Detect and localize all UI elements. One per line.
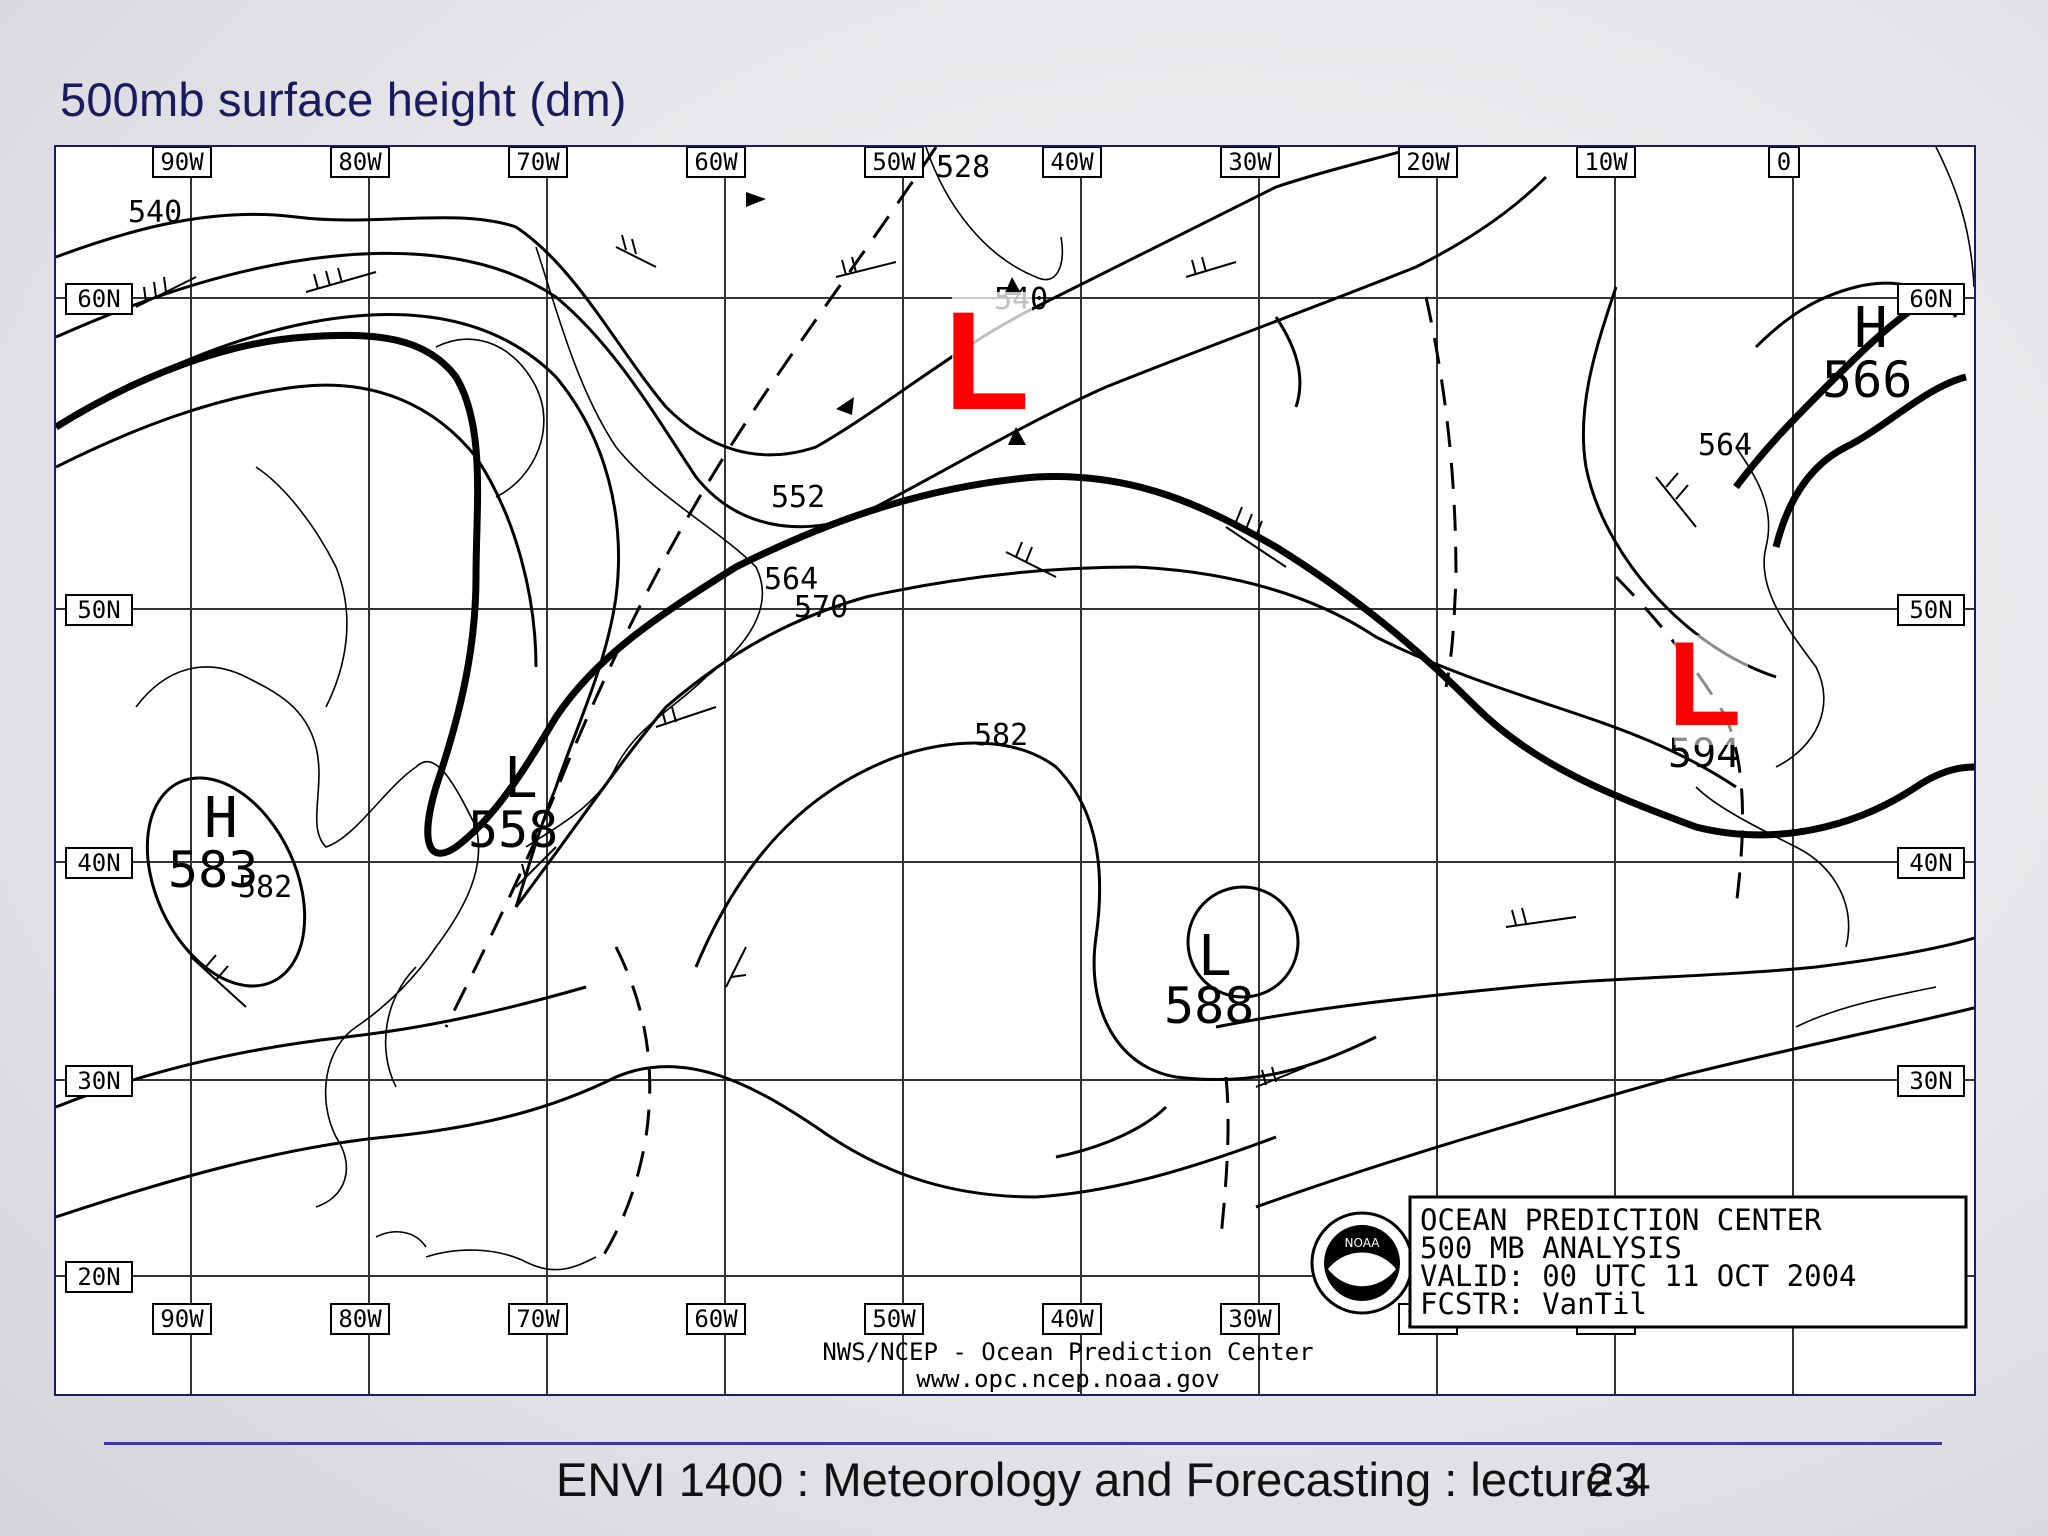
footer-course-title: ENVI 1400 : Meteorology and Forecasting … (556, 1453, 1651, 1506)
lon-label: 0 (1777, 148, 1791, 176)
credit-line: NWS/NCEP - Ocean Prediction Center (822, 1338, 1313, 1366)
lon-label: 70W (516, 1305, 560, 1333)
lat-label: 30N (1909, 1067, 1952, 1095)
lon-label: 50W (872, 148, 916, 176)
lon-label: 80W (338, 148, 382, 176)
lat-label: 60N (1909, 285, 1952, 313)
lat-labels-right: 60N 50N 40N 30N (1897, 283, 1965, 1097)
lon-label: 60W (694, 1305, 738, 1333)
wind-barbs (135, 234, 1697, 1088)
contour-label: 564 (764, 562, 818, 597)
contour-label: 528 (936, 150, 990, 185)
center-value: 558 (468, 801, 558, 859)
contour-labels: 528 540 540 552 564 570 582 564 594 582 (128, 150, 1752, 905)
low-marker-icon: L (944, 282, 1030, 439)
center-high-north-sea: H 566 (1822, 296, 1912, 409)
contour-label: 570 (794, 590, 848, 625)
footer-divider (104, 1442, 1942, 1445)
lat-label: 40N (1909, 849, 1952, 877)
bold-contours (56, 304, 1974, 857)
lon-label: 30W (1228, 1305, 1272, 1333)
highlight-markers: L L (944, 282, 1748, 751)
slide-title: 500mb surface height (dm) (60, 73, 627, 126)
lon-label: 10W (1584, 148, 1628, 176)
info-box: OCEAN PREDICTION CENTER 500 MB ANALYSIS … (1408, 1195, 1968, 1329)
center-low-newengland: L 558 (468, 746, 558, 859)
lat-label: 40N (77, 849, 120, 877)
trough-lines (444, 147, 1745, 1268)
lon-label: 40W (1050, 148, 1094, 176)
contour-label: 552 (771, 480, 825, 515)
lon-label: 40W (1050, 1305, 1094, 1333)
wind-pennants (746, 192, 1026, 445)
center-high-west: H 583 (168, 786, 258, 899)
lon-label: 70W (516, 148, 560, 176)
info-line: FCSTR: VanTil (1420, 1287, 1647, 1321)
lon-label: 90W (160, 1305, 204, 1333)
contour-label: 564 (1698, 428, 1752, 463)
logo-text: NOAA (1345, 1236, 1381, 1250)
lon-label: 50W (872, 1305, 916, 1333)
contour-label: 582 (238, 870, 292, 905)
lat-label: 60N (77, 285, 120, 313)
map-credits: NWS/NCEP - Ocean Prediction Center www.o… (822, 1338, 1313, 1393)
center-low-atlantic: L 588 (1164, 924, 1254, 1035)
low-marker-icon: L (1668, 617, 1741, 751)
lat-labels-left: 60N 50N 40N 30N 20N (65, 283, 133, 1293)
credit-url: www.opc.ncep.noaa.gov (916, 1365, 1219, 1393)
lat-label: 50N (1909, 596, 1952, 624)
lon-label: 90W (160, 148, 204, 176)
lat-label: 50N (77, 596, 120, 624)
lon-label: 30W (1228, 148, 1272, 176)
graticule (56, 147, 1974, 1394)
center-value: 588 (1164, 977, 1254, 1035)
map-canvas: 90W 80W 70W 60W 50W 40W 30W 20W 10W 0 90… (56, 147, 1974, 1394)
center-symbol: L (1198, 924, 1232, 989)
weather-map: 90W 80W 70W 60W 50W 40W 30W 20W 10W 0 90… (54, 145, 1976, 1396)
info-line: VALID: 00 UTC 11 OCT 2004 (1420, 1259, 1857, 1293)
center-symbol: H (1854, 296, 1888, 361)
pressure-centers: H 583 L 558 L 588 H 566 (168, 296, 1912, 1035)
lon-label: 80W (338, 1305, 382, 1333)
lon-labels-top: 90W 80W 70W 60W 50W 40W 30W 20W 10W 0 (152, 147, 1800, 178)
lon-label: 60W (694, 148, 738, 176)
graticule-labels: 90W 80W 70W 60W 50W 40W 30W 20W 10W 0 90… (65, 147, 1965, 1335)
center-symbol: H (204, 786, 238, 851)
lat-label: 30N (77, 1067, 120, 1095)
center-value: 583 (168, 841, 258, 899)
center-symbol: L (504, 746, 538, 811)
info-line: 500 MB ANALYSIS (1420, 1231, 1682, 1265)
center-value: 566 (1822, 351, 1912, 409)
contour-label: 540 (128, 195, 182, 230)
lon-label: 20W (1406, 148, 1450, 176)
lat-label: 20N (77, 1263, 120, 1291)
noaa-logo-icon: NOAA (1310, 1211, 1414, 1315)
slide-number: 23 (1588, 1453, 1641, 1506)
contour-label: 582 (974, 718, 1028, 753)
info-line: OCEAN PREDICTION CENTER (1420, 1203, 1822, 1237)
